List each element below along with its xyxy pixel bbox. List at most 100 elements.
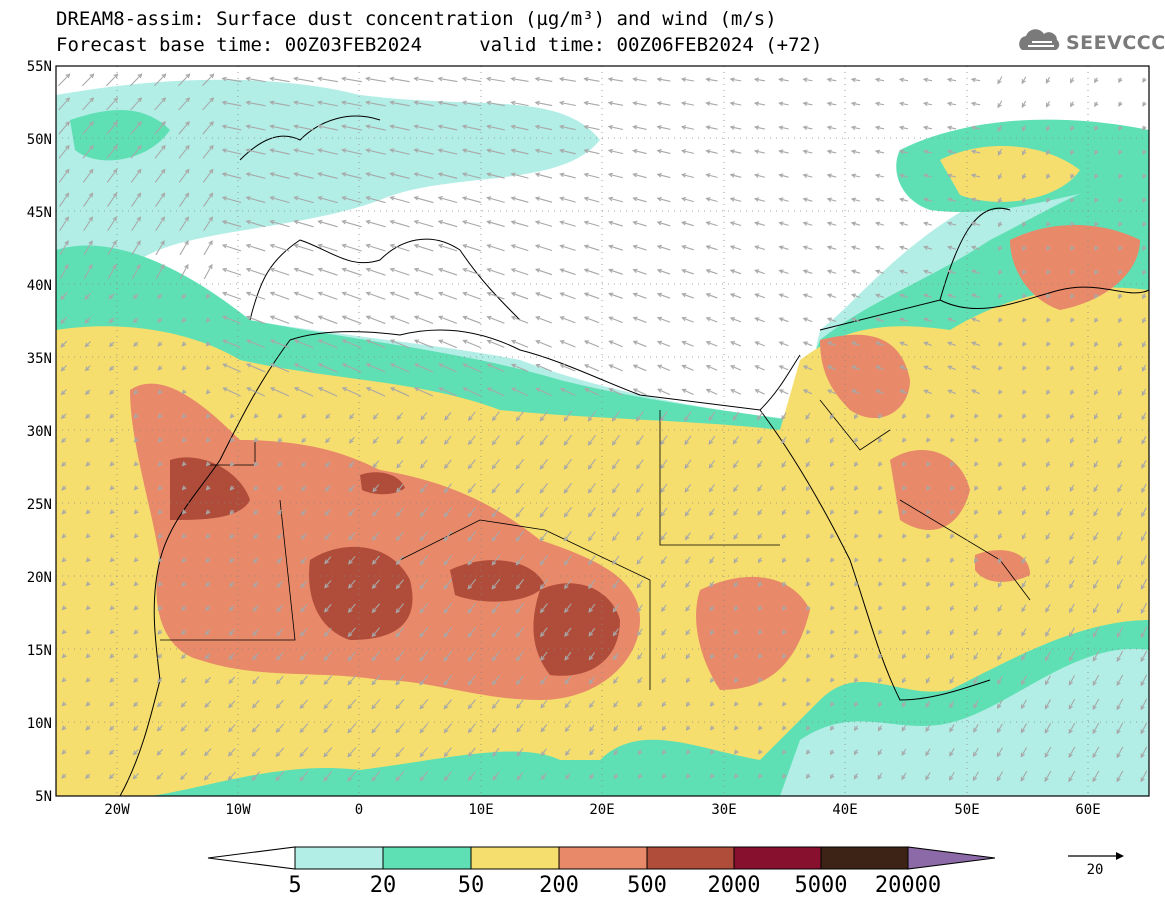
wind-arrow bbox=[947, 270, 957, 274]
wind-arrow bbox=[463, 387, 481, 397]
wind-arrow-head bbox=[88, 216, 93, 222]
wind-arrow-head bbox=[684, 535, 690, 541]
wind-arrow-head bbox=[205, 317, 211, 323]
wind-arrow bbox=[1021, 651, 1027, 661]
wind-arrow-head bbox=[925, 702, 930, 708]
wind-arrow-head bbox=[661, 607, 666, 613]
wind-arrow-head bbox=[1068, 656, 1074, 662]
wind-arrow-head bbox=[462, 291, 468, 297]
wind-arrow bbox=[390, 268, 410, 276]
wind-arrow bbox=[612, 459, 620, 469]
wind-arrow-head bbox=[1118, 78, 1123, 84]
wind-arrow-head bbox=[413, 100, 419, 106]
wind-arrow-head bbox=[1140, 777, 1145, 783]
wind-arrow-head bbox=[341, 267, 347, 273]
wind-arrow-head bbox=[539, 512, 545, 518]
wind-arrow-head bbox=[830, 629, 835, 635]
wind-arrow bbox=[516, 772, 524, 780]
wind-arrow bbox=[560, 245, 576, 251]
wind-arrow-head bbox=[181, 317, 187, 323]
wind-arrow-head bbox=[515, 488, 521, 494]
wind-arrow-head bbox=[1118, 342, 1123, 348]
wind-arrow-head bbox=[443, 776, 449, 782]
wind-arrow-head bbox=[636, 535, 641, 541]
wind-arrow bbox=[366, 77, 386, 83]
wind-arrow bbox=[875, 270, 885, 274]
wind-arrow bbox=[875, 126, 885, 130]
wind-arrow-head bbox=[228, 727, 233, 733]
wind-arrow-head bbox=[1022, 462, 1027, 468]
wind-arrow-head bbox=[1070, 173, 1075, 179]
wind-arrow-head bbox=[729, 197, 735, 202]
wind-arrow-head bbox=[901, 750, 906, 757]
wind-arrow-head bbox=[461, 124, 467, 130]
wind-arrow-head bbox=[157, 389, 163, 395]
wind-arrow-head bbox=[64, 168, 70, 174]
wind-arrow-head bbox=[1070, 126, 1075, 132]
wind-arrow-head bbox=[204, 702, 210, 708]
wind-arrow bbox=[947, 126, 957, 130]
wind-arrow bbox=[827, 102, 837, 106]
wind-arrow-head bbox=[1070, 390, 1075, 396]
wind-arrow bbox=[1093, 603, 1099, 613]
wind-arrow bbox=[1069, 651, 1075, 661]
wind-arrow bbox=[342, 220, 362, 228]
wind-arrow-head bbox=[757, 582, 763, 588]
wind-arrow-head bbox=[710, 725, 715, 731]
wind-arrow-head bbox=[1045, 631, 1050, 638]
wind-arrow-head bbox=[1094, 173, 1099, 179]
wind-arrow-head bbox=[229, 437, 235, 443]
wind-arrow bbox=[276, 699, 284, 709]
wind-arrow-head bbox=[246, 387, 252, 392]
wind-arrow-head bbox=[612, 560, 617, 566]
wind-arrow bbox=[491, 483, 501, 493]
wind-arrow-head bbox=[778, 245, 784, 250]
wind-arrow bbox=[682, 365, 694, 371]
wind-arrow bbox=[923, 150, 933, 154]
wind-arrow-head bbox=[209, 97, 215, 103]
wind-arrow-head bbox=[922, 149, 929, 155]
wind-arrow-head bbox=[534, 244, 541, 249]
wind-arrow bbox=[730, 221, 742, 227]
wind-arrow bbox=[971, 341, 981, 347]
wind-arrow-head bbox=[181, 365, 187, 371]
wind-arrow-head bbox=[997, 103, 1002, 109]
wind-arrow bbox=[420, 507, 428, 517]
wind-arrow bbox=[396, 412, 404, 420]
wind-arrow-head bbox=[974, 437, 979, 443]
wind-arrow-head bbox=[1021, 607, 1026, 613]
wind-arrow bbox=[1069, 579, 1075, 589]
wind-arrow bbox=[294, 339, 314, 349]
wind-arrow-head bbox=[949, 606, 955, 612]
wind-arrow bbox=[851, 389, 861, 395]
wind-arrow-head bbox=[613, 702, 618, 708]
wind-arrow-head bbox=[205, 389, 211, 395]
wind-arrow bbox=[1116, 674, 1124, 686]
wind-arrow bbox=[491, 627, 501, 637]
wind-arrow-head bbox=[632, 125, 638, 130]
wind-arrow-head bbox=[997, 174, 1003, 180]
wind-arrow-head bbox=[461, 196, 468, 201]
wind-arrow-head bbox=[277, 413, 283, 419]
wind-arrow-head bbox=[583, 124, 589, 130]
wind-arrow-head bbox=[269, 267, 275, 273]
wind-arrow bbox=[608, 197, 624, 203]
wind-arrow-head bbox=[269, 387, 276, 392]
wind-arrow bbox=[443, 579, 453, 589]
wind-arrow-head bbox=[729, 269, 735, 274]
wind-arrow-head bbox=[733, 487, 738, 493]
wind-arrow bbox=[636, 435, 644, 445]
wind-arrow bbox=[511, 149, 529, 155]
wind-arrow-head bbox=[612, 607, 618, 613]
wind-arrow-head bbox=[656, 268, 662, 274]
wind-arrow-head bbox=[85, 725, 91, 731]
wind-arrow-head bbox=[972, 776, 978, 782]
wind-arrow-head bbox=[396, 487, 401, 493]
wind-arrow-head bbox=[802, 125, 808, 131]
wind-arrow-head bbox=[656, 220, 662, 226]
wind-arrow-head bbox=[205, 437, 211, 443]
wind-arrow bbox=[366, 315, 386, 325]
wind-arrow-head bbox=[874, 197, 881, 203]
wind-arrow-head bbox=[705, 197, 711, 202]
wind-arrow bbox=[390, 363, 410, 373]
